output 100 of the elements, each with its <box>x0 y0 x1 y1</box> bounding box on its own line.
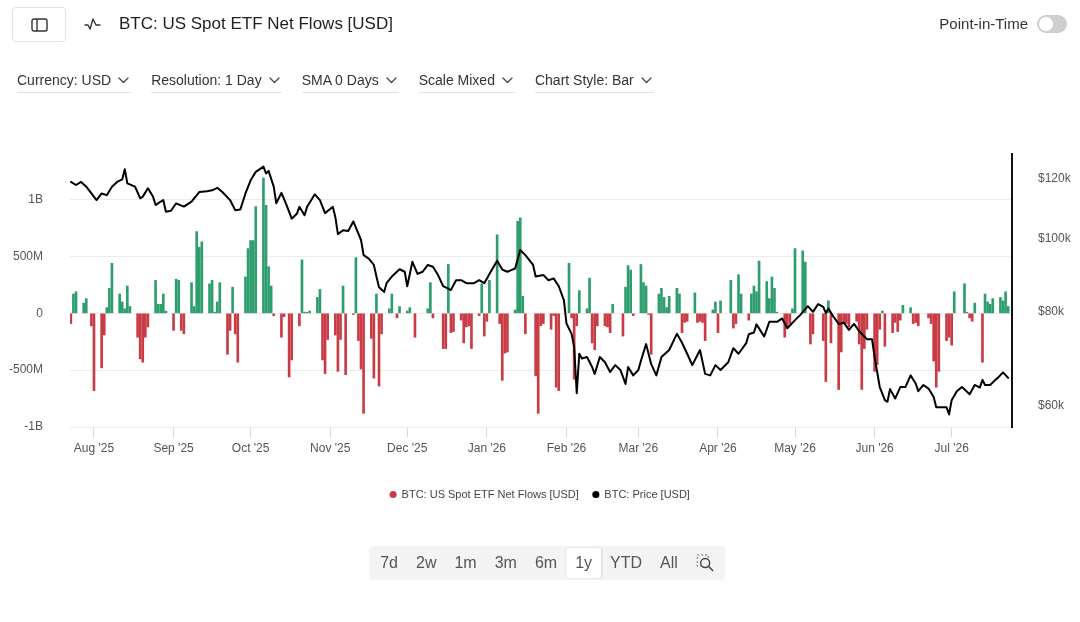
bar <box>1004 291 1007 314</box>
bar <box>429 282 432 314</box>
bar <box>542 313 545 324</box>
bar <box>524 313 527 335</box>
bar <box>909 307 912 314</box>
bar <box>809 313 812 345</box>
y-tick-label: 1B <box>28 191 43 206</box>
bar <box>195 231 199 314</box>
y-tick-label: 500M <box>12 248 43 263</box>
bar <box>719 300 722 314</box>
x-tick-label: Dec '25 <box>387 440 428 455</box>
bar <box>536 313 540 414</box>
bar <box>231 286 234 314</box>
bar <box>837 313 840 390</box>
y-tick-label: -1B <box>24 419 43 434</box>
bar <box>118 293 121 314</box>
y2-tick-label: $60k <box>1038 398 1066 413</box>
bar <box>747 313 751 321</box>
y2-tick-label: $80k <box>1038 304 1066 319</box>
bar <box>126 285 129 314</box>
bar <box>577 290 581 314</box>
x-tick-label: Sep '25 <box>153 440 195 455</box>
x-tick-label: Jan '26 <box>467 440 507 455</box>
dropdown: Currency: USD <box>17 71 132 93</box>
bar <box>480 283 484 314</box>
bar <box>981 313 984 363</box>
bar <box>588 277 591 314</box>
bar <box>84 298 88 314</box>
bar <box>190 282 193 314</box>
bar <box>801 250 805 314</box>
bar <box>179 313 183 331</box>
y2-tick-label: $120k <box>1038 171 1072 186</box>
bar <box>154 280 157 314</box>
bar <box>611 303 615 314</box>
bar <box>344 313 347 376</box>
bar <box>200 241 204 314</box>
bar <box>824 313 828 382</box>
bar <box>732 313 735 329</box>
bar <box>462 313 466 344</box>
bar <box>236 313 240 363</box>
bar <box>950 313 953 346</box>
y-tick-label: 0 <box>36 305 44 320</box>
bar <box>482 313 486 337</box>
dropdown: SMA 0 Days <box>301 71 399 93</box>
bar <box>226 313 229 355</box>
button-label: 7d <box>380 553 398 573</box>
x-tick-label: Mar '26 <box>618 440 659 455</box>
bar <box>280 313 283 338</box>
bar <box>973 302 977 314</box>
y2-tick-label: $100k <box>1038 231 1072 245</box>
bar <box>161 293 165 314</box>
y-tick-label: -500M <box>8 362 43 377</box>
bar <box>714 301 717 314</box>
bar <box>82 302 86 314</box>
bar <box>649 313 653 355</box>
button-label: 3m <box>494 553 517 573</box>
bar <box>729 280 733 314</box>
bar <box>660 288 663 314</box>
x-tick-label: Aug '25 <box>73 440 115 455</box>
bar <box>362 313 365 414</box>
dropdown: Resolution: 1 Day <box>151 71 282 93</box>
bar <box>518 217 522 314</box>
bar <box>298 313 301 327</box>
button-label: 1m <box>454 553 477 573</box>
bar <box>516 220 520 314</box>
x-tick-label: Apr '26 <box>699 440 738 455</box>
x-tick-label: Oct '25 <box>231 440 270 455</box>
bar <box>375 293 378 314</box>
bar <box>262 177 265 314</box>
bar <box>470 313 473 349</box>
x-tick-label: Feb '26 <box>546 440 587 455</box>
button-label: 1y <box>575 553 593 573</box>
bar <box>631 313 635 316</box>
bar <box>593 313 597 351</box>
bar <box>891 313 894 333</box>
x-tick-label: Nov '25 <box>310 440 351 455</box>
bar <box>968 313 971 319</box>
bar <box>500 313 504 381</box>
bar <box>272 313 276 316</box>
bar <box>880 310 884 314</box>
bar <box>765 281 769 314</box>
dropdown: Chart Style: Bar <box>534 71 654 93</box>
chart-title: BTC: US Spot ETF Net Flows [USD] <box>119 13 393 35</box>
bar <box>860 313 864 390</box>
legend-label: BTC: Price [USD] <box>604 487 690 500</box>
button-label: YTD <box>610 553 643 573</box>
button-label: All <box>660 553 678 573</box>
bar <box>896 313 900 332</box>
bar <box>172 313 175 331</box>
bar <box>916 313 920 327</box>
bar <box>963 283 966 314</box>
x-tick-label: Jul '26 <box>934 440 970 455</box>
bar <box>952 291 956 314</box>
bar <box>398 306 401 314</box>
bar <box>629 269 632 314</box>
bar <box>100 313 103 369</box>
text: Point-in-Time <box>939 14 1028 34</box>
button-label: 2w <box>416 553 437 573</box>
bar <box>991 298 995 314</box>
dropdown: Scale Mixed <box>418 71 515 93</box>
